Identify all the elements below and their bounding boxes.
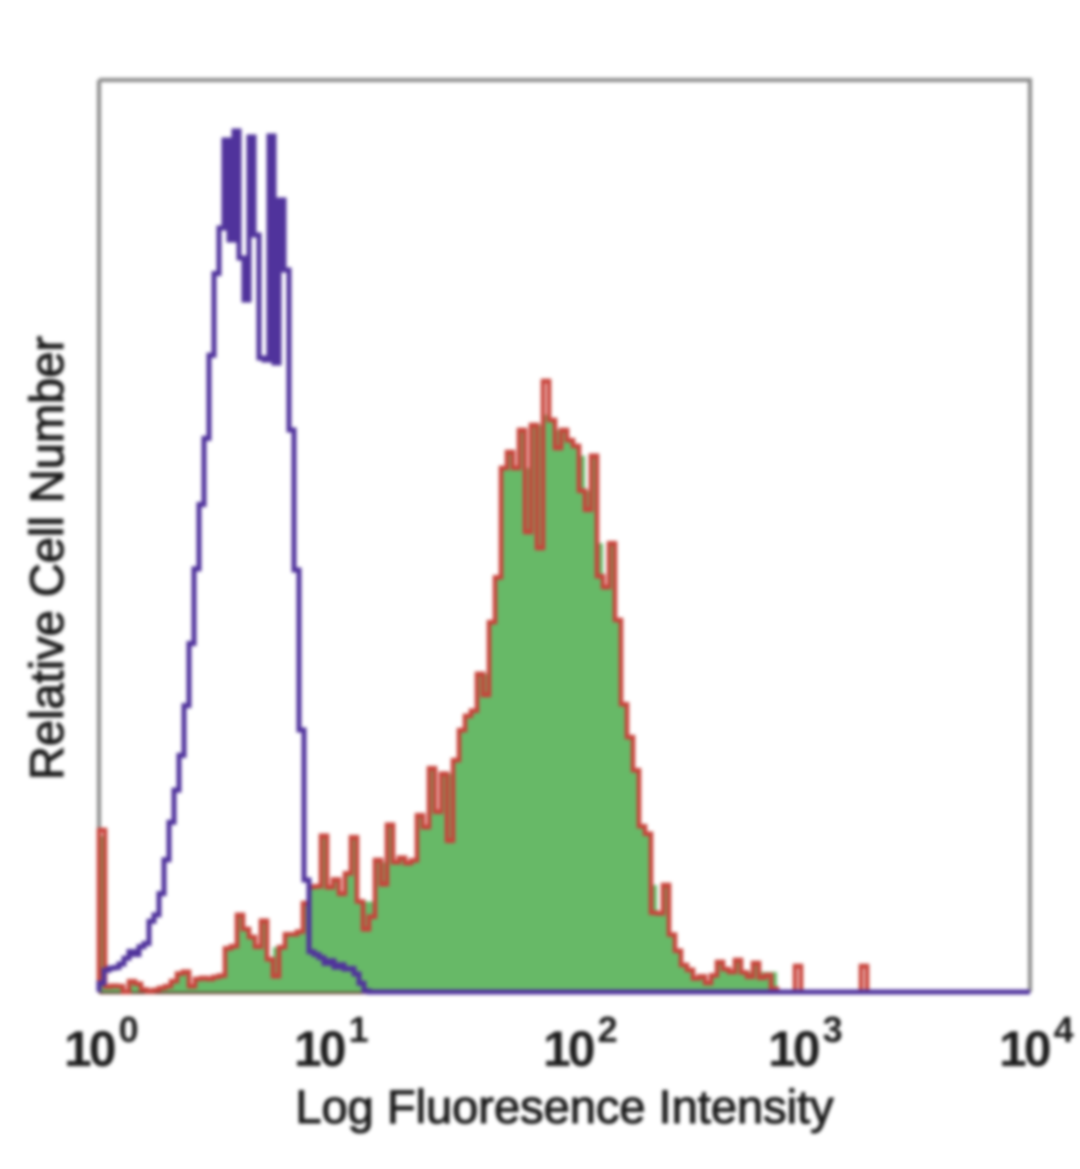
svg-text:102: 10 2: [543, 1009, 617, 1077]
svg-text:Relative Cell Number: Relative Cell Number: [20, 336, 73, 780]
svg-text:Log Fluoresence Intensity: Log Fluoresence Intensity: [295, 1080, 834, 1133]
